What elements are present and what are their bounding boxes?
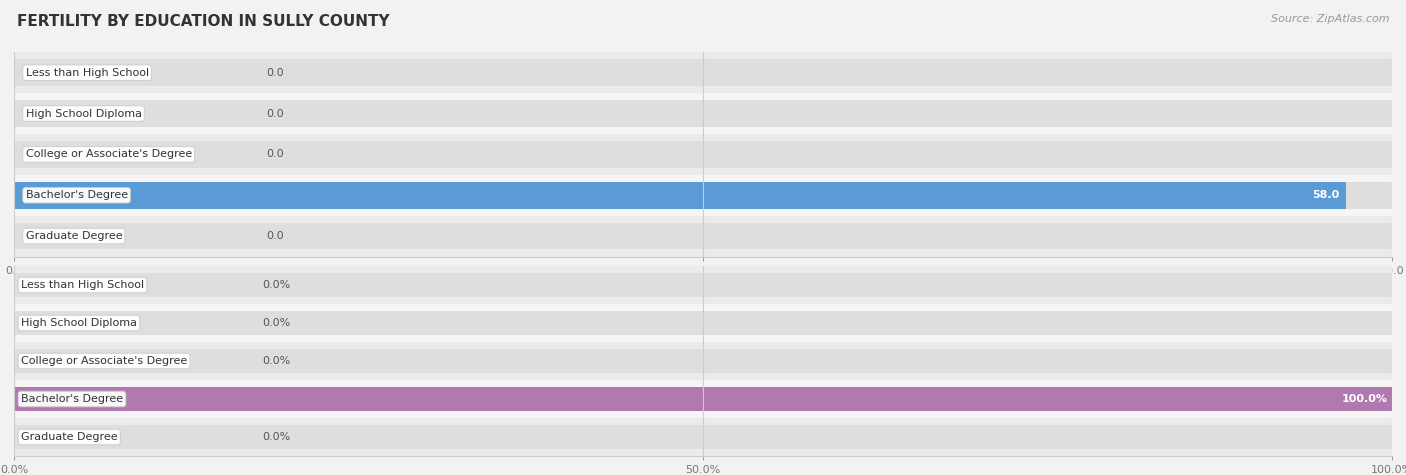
Text: 0.0: 0.0	[267, 149, 284, 160]
Bar	[14, 182, 1392, 209]
Bar	[14, 175, 1392, 216]
Text: 0.0%: 0.0%	[262, 356, 290, 366]
Bar	[14, 182, 1346, 209]
Text: High School Diploma: High School Diploma	[25, 108, 142, 119]
Text: 0.0%: 0.0%	[262, 432, 290, 442]
Bar	[14, 216, 1392, 256]
Text: Bachelor's Degree: Bachelor's Degree	[25, 190, 128, 200]
Bar	[14, 425, 1392, 449]
Bar	[14, 349, 1392, 373]
Text: 0.0: 0.0	[267, 67, 284, 78]
Bar	[14, 266, 1392, 304]
Text: 0.0%: 0.0%	[262, 318, 290, 328]
Text: Bachelor's Degree: Bachelor's Degree	[21, 394, 124, 404]
Bar	[14, 380, 1392, 418]
Text: Graduate Degree: Graduate Degree	[25, 231, 122, 241]
Bar	[14, 273, 1392, 297]
Text: 0.0%: 0.0%	[262, 280, 290, 290]
Bar	[14, 387, 1392, 411]
Bar	[14, 141, 1392, 168]
Bar	[14, 100, 1392, 127]
Text: High School Diploma: High School Diploma	[21, 318, 136, 328]
Text: College or Associate's Degree: College or Associate's Degree	[21, 356, 187, 366]
Text: Less than High School: Less than High School	[21, 280, 143, 290]
Bar	[14, 134, 1392, 175]
Bar	[14, 311, 1392, 335]
Bar	[14, 387, 1392, 411]
Text: 0.0: 0.0	[267, 231, 284, 241]
Text: Less than High School: Less than High School	[25, 67, 149, 78]
Text: Graduate Degree: Graduate Degree	[21, 432, 118, 442]
Bar	[14, 223, 1392, 249]
Text: College or Associate's Degree: College or Associate's Degree	[25, 149, 191, 160]
Bar	[14, 52, 1392, 93]
Text: Source: ZipAtlas.com: Source: ZipAtlas.com	[1271, 14, 1389, 24]
Bar	[14, 342, 1392, 380]
Bar	[14, 59, 1392, 86]
Text: FERTILITY BY EDUCATION IN SULLY COUNTY: FERTILITY BY EDUCATION IN SULLY COUNTY	[17, 14, 389, 29]
Text: 100.0%: 100.0%	[1341, 394, 1388, 404]
Bar	[14, 304, 1392, 342]
Bar	[14, 418, 1392, 456]
Text: 58.0: 58.0	[1312, 190, 1339, 200]
Bar	[14, 93, 1392, 134]
Text: 0.0: 0.0	[267, 108, 284, 119]
